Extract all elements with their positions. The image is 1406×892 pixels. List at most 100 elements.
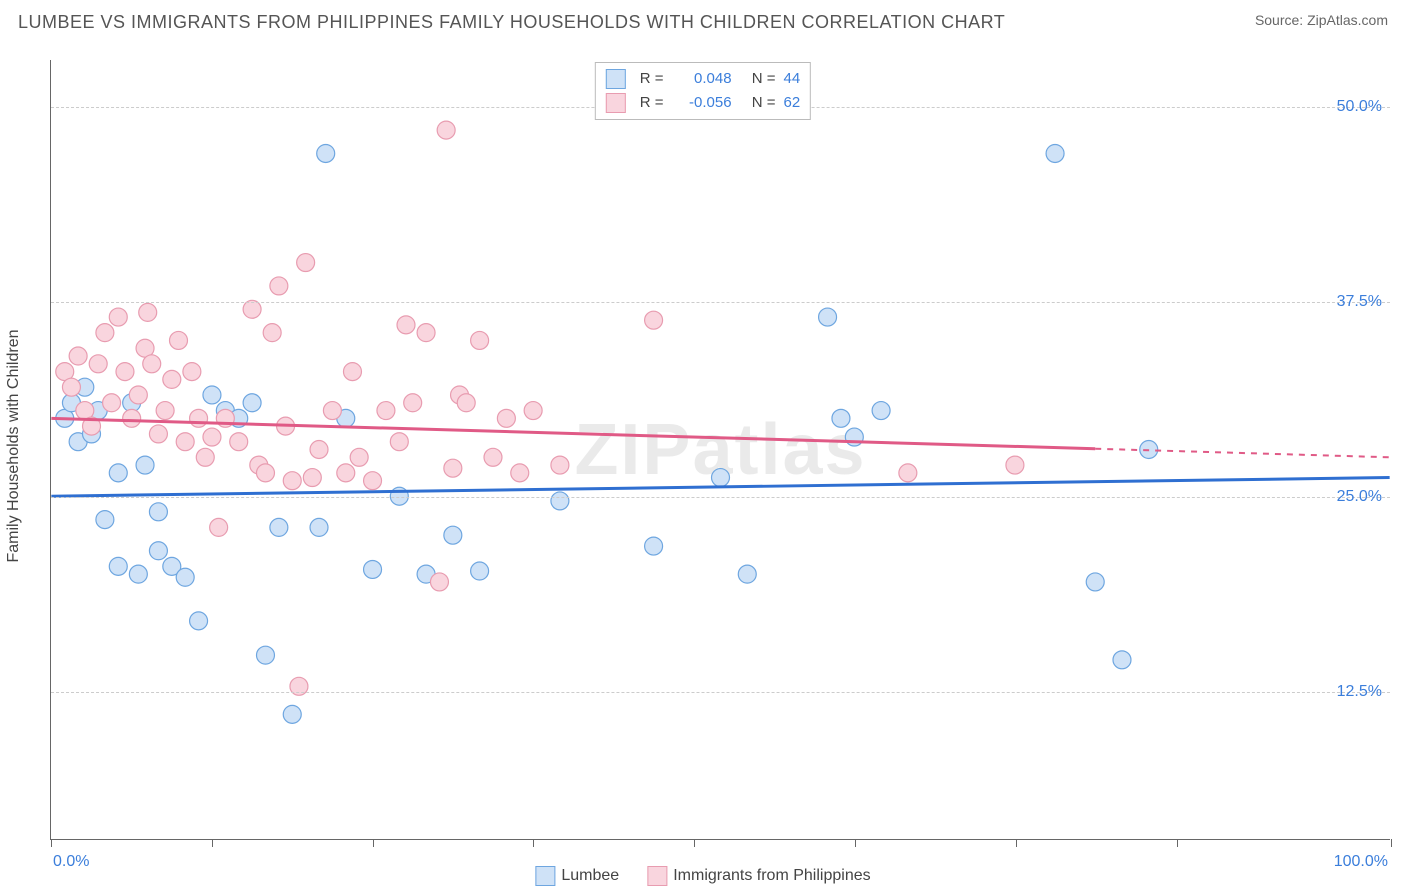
stat-n-value: 44 [784,67,801,91]
stat-n-label: N = [752,67,776,91]
scatter-point [738,565,756,583]
scatter-point [116,363,134,381]
scatter-point [524,402,542,420]
legend-swatch [535,866,555,886]
scatter-point [457,394,475,412]
x-tick [51,839,52,847]
scatter-point [377,402,395,420]
scatter-point [270,518,288,536]
scatter-point [89,355,107,373]
scatter-point [136,456,154,474]
scatter-point [317,144,335,162]
scatter-point [183,363,201,381]
scatter-point [364,472,382,490]
scatter-point [256,646,274,664]
scatter-point [283,472,301,490]
legend-label: Lumbee [561,867,619,885]
scatter-point [283,705,301,723]
x-tick [373,839,374,847]
scatter-point [471,331,489,349]
scatter-point [323,402,341,420]
scatter-point [350,448,368,466]
stat-r-value: -0.056 [672,91,732,115]
legend-swatch [647,866,667,886]
scatter-point [69,347,87,365]
y-tick-label: 37.5% [1337,293,1382,311]
x-tick [694,839,695,847]
scatter-point [437,121,455,139]
scatter-point [404,394,422,412]
stat-n-label: N = [752,91,776,115]
scatter-point [203,386,221,404]
scatter-point [129,386,147,404]
scatter-point [230,433,248,451]
scatter-point [210,518,228,536]
scatter-point [1113,651,1131,669]
x-tick [1016,839,1017,847]
scatter-point [471,562,489,580]
stat-n-value: 62 [784,91,801,115]
scatter-point [310,441,328,459]
scatter-point [109,464,127,482]
x-tick [1391,839,1392,847]
scatter-point [310,518,328,536]
x-tick [212,839,213,847]
legend-swatch [606,69,626,89]
scatter-point [872,402,890,420]
x-tick [533,839,534,847]
scatter-point [1086,573,1104,591]
scatter-point [176,568,194,586]
legend-label: Immigrants from Philippines [673,867,870,885]
scatter-point [149,425,167,443]
scatter-point [364,560,382,578]
scatter-point [243,300,261,318]
scatter-point [163,370,181,388]
x-tick [1177,839,1178,847]
scatter-point [337,464,355,482]
scatter-point [1006,456,1024,474]
stats-legend-box: R = 0.048 N = 44R = -0.056 N = 62 [595,62,811,120]
gridline [51,692,1390,693]
x-min-label: 0.0% [53,853,89,871]
scatter-point [96,324,114,342]
scatter-point [645,537,663,555]
scatter-point [149,503,167,521]
y-tick-label: 50.0% [1337,98,1382,116]
gridline [51,497,1390,498]
scatter-point [176,433,194,451]
scatter-point [156,402,174,420]
scatter-point [109,308,127,326]
scatter-point [430,573,448,591]
scatter-point [62,378,80,396]
stats-row: R = -0.056 N = 62 [606,91,800,115]
scatter-point [1046,144,1064,162]
scatter-point [303,469,321,487]
stats-row: R = 0.048 N = 44 [606,67,800,91]
scatter-point [343,363,361,381]
scatter-point [139,303,157,321]
scatter-svg [51,60,1390,839]
scatter-point [551,492,569,510]
scatter-point [497,409,515,427]
scatter-point [484,448,502,466]
scatter-point [444,459,462,477]
scatter-point [103,394,121,412]
scatter-point [270,277,288,295]
scatter-point [390,433,408,451]
scatter-point [170,331,188,349]
scatter-point [417,324,435,342]
x-max-label: 100.0% [1334,853,1388,871]
scatter-point [263,324,281,342]
scatter-point [123,409,141,427]
y-tick-label: 25.0% [1337,488,1382,506]
bottom-legend: Lumbee Immigrants from Philippines [535,866,870,886]
stat-r-label: R = [640,67,664,91]
scatter-point [143,355,161,373]
scatter-point [190,612,208,630]
legend-swatch [606,93,626,113]
y-axis-title: Family Households with Children [5,330,23,563]
stat-r-label: R = [640,91,664,115]
scatter-point [243,394,261,412]
scatter-point [819,308,837,326]
scatter-point [203,428,221,446]
